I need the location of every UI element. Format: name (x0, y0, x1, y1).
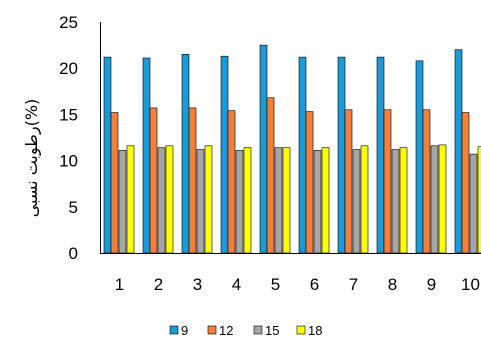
x-tick-label: 9 (427, 275, 436, 294)
legend-label-15: 15 (265, 323, 279, 338)
legend-label-9: 9 (181, 323, 188, 338)
bar-series-9-category-9 (415, 60, 424, 254)
legend-label-12: 12 (219, 323, 233, 338)
bar-series-18-category-10 (477, 146, 481, 254)
x-tick-label: 6 (310, 275, 319, 294)
legend-swatch-15 (253, 325, 263, 335)
bar-series-9-category-8 (376, 56, 385, 254)
bar-series-15-category-9 (430, 145, 439, 254)
x-tick-label: 7 (349, 275, 358, 294)
x-tick-label: 10 (461, 275, 480, 294)
bar-series-12-category-2 (149, 107, 158, 254)
y-tick-label: 25 (59, 13, 78, 32)
legend-swatch-18 (296, 325, 306, 335)
bar-series-12-category-1 (110, 112, 119, 254)
y-tick-label: 0 (69, 244, 78, 263)
bar-series-12-category-9 (422, 109, 431, 254)
bar-series-15-category-3 (196, 149, 205, 254)
y-tick-label: 5 (69, 198, 78, 217)
x-tick-label: 3 (193, 275, 202, 294)
bar-series-15-category-4 (235, 150, 244, 254)
bar-series-15-category-6 (313, 150, 322, 254)
bar-series-15-category-7 (352, 149, 361, 254)
y-tick-label: 15 (59, 105, 78, 124)
bar-series-18-category-2 (165, 145, 174, 254)
bar-series-15-category-5 (274, 147, 283, 254)
bar-series-12-category-3 (188, 107, 197, 254)
bar-series-9-category-2 (142, 57, 151, 254)
x-tick-label: 2 (154, 275, 163, 294)
x-tick-label: 8 (388, 275, 397, 294)
bar-series-15-category-10 (469, 153, 478, 254)
x-tick-label: 4 (232, 275, 241, 294)
bar-series-15-category-2 (157, 147, 166, 254)
bar-series-12-category-10 (461, 112, 470, 254)
bar-series-9-category-1 (103, 56, 112, 254)
x-tick-labels: 1 2 3 4 5 6 7 8 9 10 (115, 275, 480, 294)
bar-series-9-category-6 (298, 56, 307, 254)
bar-series-18-category-5 (282, 147, 291, 254)
bar-series-9-category-5 (259, 44, 268, 254)
y-tick-label: 10 (59, 152, 78, 171)
y-tick-labels: 0 5 10 15 20 25 (59, 13, 78, 263)
bars-group (103, 44, 481, 254)
bar-series-18-category-6 (321, 147, 330, 254)
bar-series-18-category-7 (360, 145, 369, 254)
legend-swatch-12 (207, 325, 217, 335)
bar-series-12-category-6 (305, 111, 314, 254)
bar-series-18-category-3 (204, 145, 213, 254)
bar-series-15-category-8 (391, 149, 400, 254)
legend: 9 12 15 18 (169, 323, 322, 338)
bar-series-9-category-3 (181, 54, 190, 254)
bar-series-18-category-9 (438, 144, 447, 254)
bar-series-9-category-10 (454, 49, 463, 254)
bar-series-9-category-4 (220, 55, 229, 254)
bar-series-12-category-8 (383, 109, 392, 254)
bar-series-12-category-4 (227, 110, 236, 254)
y-axis-label: رطوبت نسبی(%) (22, 99, 42, 218)
bar-series-18-category-4 (243, 147, 252, 254)
y-tick-label: 20 (59, 59, 78, 78)
legend-label-18: 18 (308, 323, 322, 338)
bar-series-9-category-7 (337, 56, 346, 254)
bar-series-18-category-1 (126, 145, 135, 254)
bar-series-12-category-5 (266, 97, 275, 254)
x-tick-label: 1 (115, 275, 124, 294)
x-tick-label: 5 (271, 275, 280, 294)
bar-series-18-category-8 (399, 147, 408, 254)
bar-series-15-category-1 (118, 150, 127, 254)
bar-series-12-category-7 (344, 109, 353, 254)
legend-swatch-9 (169, 325, 179, 335)
